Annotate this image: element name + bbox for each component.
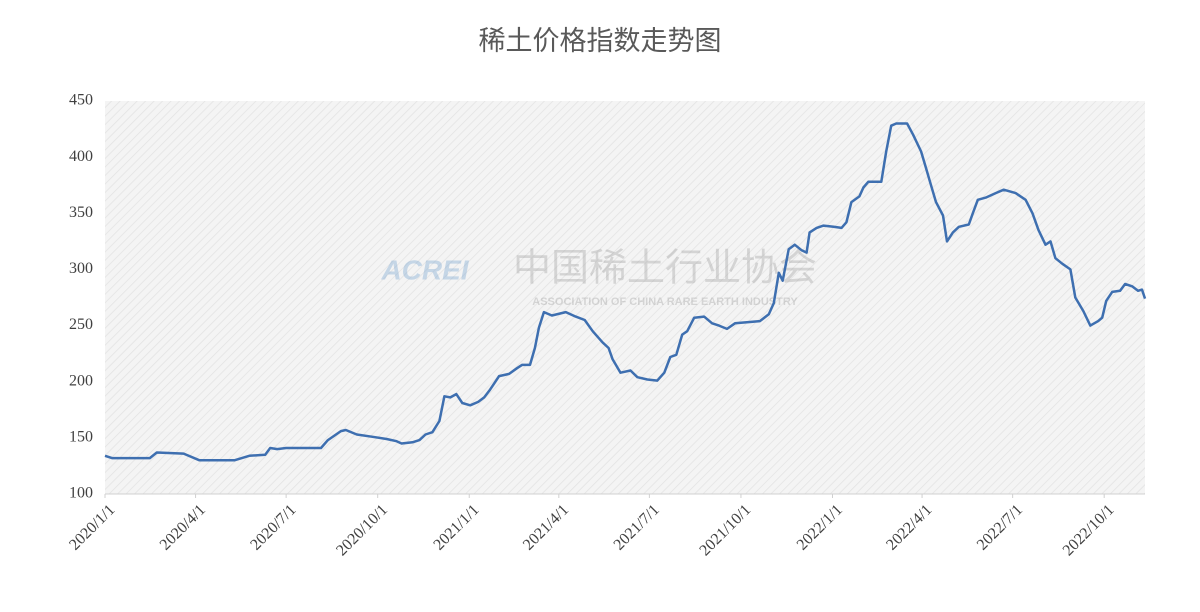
watermark-logo: ACREI xyxy=(380,254,469,285)
y-tick-label: 200 xyxy=(69,372,93,389)
x-tick-label: 2022/1/1 xyxy=(794,501,846,553)
y-tick-label: 300 xyxy=(69,260,93,277)
chart-title: 稀土价格指数走势图 xyxy=(479,26,722,56)
x-tick-label: 2021/1/1 xyxy=(430,501,482,553)
y-tick-label: 100 xyxy=(69,485,93,502)
x-tick-label: 2020/10/1 xyxy=(333,501,391,559)
x-tick-label: 2022/7/1 xyxy=(974,501,1026,553)
y-tick-label: 400 xyxy=(69,148,93,165)
plot-area xyxy=(105,101,1145,494)
x-tick-label: 2021/7/1 xyxy=(611,501,663,553)
watermark-name: 中国稀土行业协会 xyxy=(513,246,817,290)
watermark: ACREI 中国稀土行业协会 ASSOCIATION OF CHINA RARE… xyxy=(380,246,817,308)
x-tick-label: 2022/10/1 xyxy=(1060,501,1118,559)
x-tick-label: 2021/4/1 xyxy=(520,501,572,553)
y-tick-label: 450 xyxy=(69,92,93,109)
x-tick-label: 2020/4/1 xyxy=(157,501,209,553)
y-tick-label: 250 xyxy=(69,316,93,333)
x-tick-label: 2022/4/1 xyxy=(883,501,935,553)
watermark-sub: ASSOCIATION OF CHINA RARE EARTH INDUSTRY xyxy=(532,296,798,308)
line-series xyxy=(104,122,1147,462)
y-tick-label: 350 xyxy=(69,204,93,221)
x-tick-label: 2020/1/1 xyxy=(66,501,118,553)
x-tick-label: 2020/7/1 xyxy=(247,501,299,553)
y-tick-label: 150 xyxy=(69,429,93,446)
x-tick-label: 2021/10/1 xyxy=(696,501,754,559)
